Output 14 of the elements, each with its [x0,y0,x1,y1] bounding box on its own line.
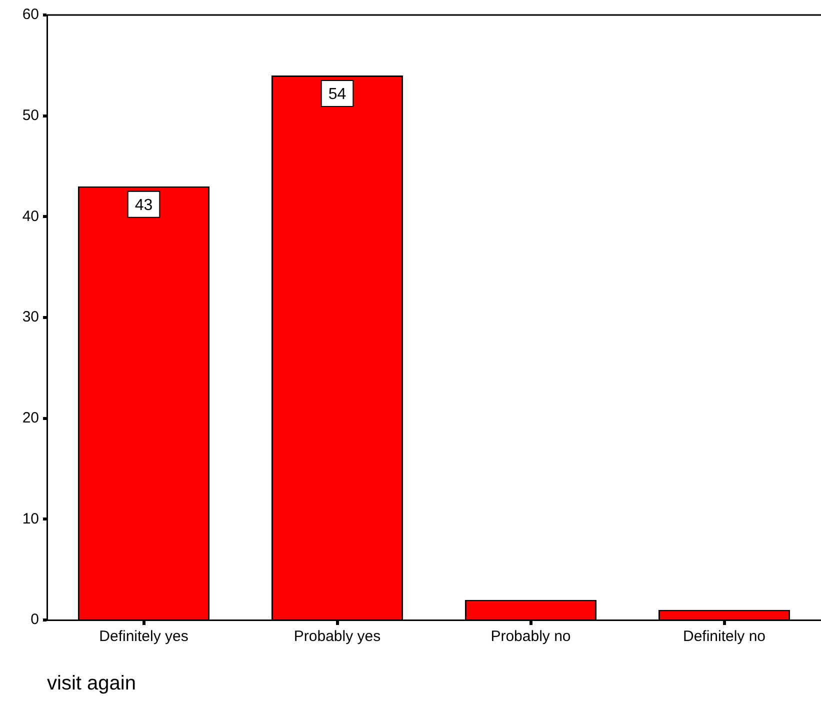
x-tick-label: Definitely no [682,628,766,646]
y-tick-label: 60 [22,6,39,24]
x-tick-label: Probably no [490,628,571,646]
x-tick-label: Definitely yes [99,628,188,646]
y-tick-label: 40 [22,208,39,225]
y-tick-label: 20 [22,409,39,426]
y-tick-label: 0 [30,611,39,628]
y-tick-label: 30 [22,308,39,326]
data-label: 43 [134,196,153,214]
y-tick-label: 10 [22,510,39,528]
x-tick-label: Probably yes [294,628,381,646]
data-label: 54 [328,86,346,103]
x-axis-title: visit again [47,672,136,695]
y-tick-label: 50 [22,106,39,124]
